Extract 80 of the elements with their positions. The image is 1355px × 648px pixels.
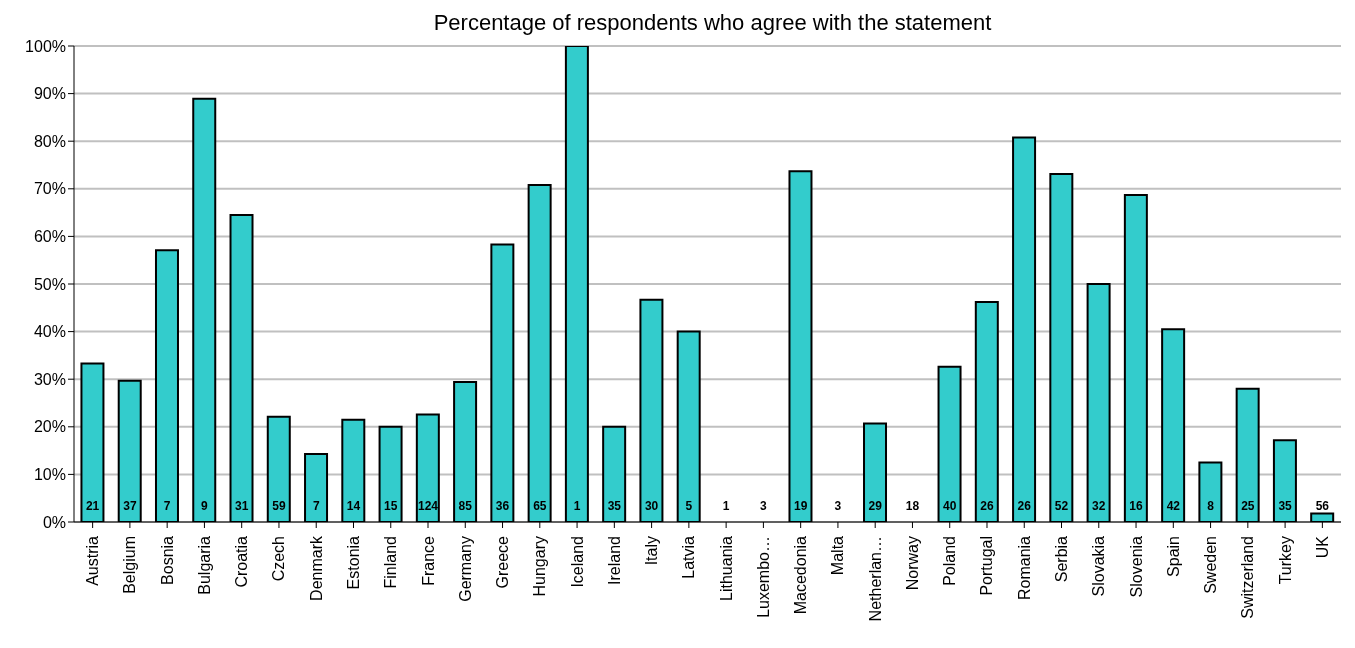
annotation: 85 <box>458 499 473 513</box>
x-tick-label: Czech <box>270 536 288 582</box>
x-tick-label: Norway <box>903 536 921 591</box>
annotation: 8 <box>1207 499 1215 513</box>
x-tick-label: Bosnia <box>158 535 176 585</box>
annotation: 35 <box>1278 499 1293 513</box>
annotation: 36 <box>495 499 510 513</box>
x-tick-label: Ireland <box>605 536 623 585</box>
x-tick-label: Denmark <box>307 535 325 601</box>
x-tick-label: UK <box>1313 535 1331 559</box>
annotation: 30 <box>644 499 659 513</box>
annotation: 26 <box>1017 499 1032 513</box>
y-tick-label: 100% <box>25 37 66 55</box>
x-tick-label: Hungary <box>531 536 549 597</box>
y-tick-label: 90% <box>33 85 66 103</box>
x-tick-label: Turkey <box>1276 536 1294 585</box>
annotation: 26 <box>980 499 994 513</box>
annotation: 52 <box>1054 499 1069 513</box>
annotation: 35 <box>607 499 622 513</box>
x-tick-label: Greece <box>494 535 512 589</box>
annotation: 19 <box>793 499 808 513</box>
x-tick-label: Macedonia <box>792 535 810 615</box>
x-tick-label: Lithuania <box>717 535 735 601</box>
x-tick-label: Switzerland <box>1239 536 1257 619</box>
x-tick-label: Latvia <box>680 535 698 579</box>
annotation: 124 <box>418 499 439 513</box>
x-tick-label: Portugal <box>978 536 996 596</box>
x-tick-label: Finland <box>382 536 400 589</box>
annotation: 32 <box>1092 499 1106 513</box>
annotation: 29 <box>868 499 883 513</box>
x-tick-label: Austria <box>84 535 102 586</box>
x-tick-label: Germany <box>456 536 474 602</box>
annotation: 1 <box>722 499 730 513</box>
annotation: 16 <box>1129 499 1144 513</box>
annotation: 65 <box>533 499 547 513</box>
annotation: 3 <box>834 499 842 513</box>
chart-title: Percentage of respondents who agree with the statement <box>432 9 993 37</box>
y-tick-label: 30% <box>33 370 66 388</box>
x-tick-label: Malta <box>829 535 847 576</box>
annotation: 56 <box>1315 499 1330 513</box>
annotation: 7 <box>163 499 171 513</box>
x-tick-label: Slovakia <box>1090 535 1108 597</box>
annotation: 42 <box>1166 499 1181 513</box>
x-tick-label: France <box>419 535 437 586</box>
annotation: 14 <box>346 499 361 513</box>
y-tick-label: 0% <box>42 513 66 531</box>
annotation: 25 <box>1241 499 1255 513</box>
x-tick-label: Serbia <box>1053 535 1071 583</box>
y-tick-label: 50% <box>33 275 66 293</box>
x-tick-label: Romania <box>1015 535 1033 601</box>
x-tick-label: Poland <box>941 536 959 586</box>
y-tick-label: 20% <box>33 418 66 436</box>
x-tick-label: Italy <box>643 536 661 566</box>
x-tick-label: Sweden <box>1202 536 1220 594</box>
annotation: 18 <box>905 499 920 513</box>
annotation: 37 <box>123 499 137 513</box>
annotation: 3 <box>760 499 768 513</box>
annotation: 31 <box>235 499 249 513</box>
x-tick-label: Estonia <box>344 535 362 590</box>
annotation: 21 <box>85 499 100 513</box>
annotation: 5 <box>685 499 693 513</box>
annotation: 1 <box>573 499 581 513</box>
y-tick-label: 70% <box>33 180 66 198</box>
x-tick-label: Croatia <box>233 535 251 588</box>
y-tick-label: 40% <box>33 323 66 341</box>
annotation: 9 <box>201 499 209 513</box>
y-tick-label: 60% <box>33 228 66 246</box>
x-tick-label: Slovenia <box>1127 535 1145 598</box>
y-tick-label: 10% <box>33 466 66 484</box>
x-tick-label: Netherlan… <box>866 536 884 622</box>
x-tick-label: Iceland <box>568 536 586 588</box>
x-tick-label: Spain <box>1164 536 1182 577</box>
y-tick-label: 80% <box>33 132 66 150</box>
annotation: 59 <box>272 499 286 513</box>
annotation: 40 <box>943 499 957 513</box>
annotation: 7 <box>312 499 320 513</box>
annotation: 15 <box>384 499 398 513</box>
x-tick-label: Belgium <box>121 536 139 594</box>
x-tick-label: Bulgaria <box>195 535 213 595</box>
x-tick-label: Luxembo… <box>754 536 772 618</box>
